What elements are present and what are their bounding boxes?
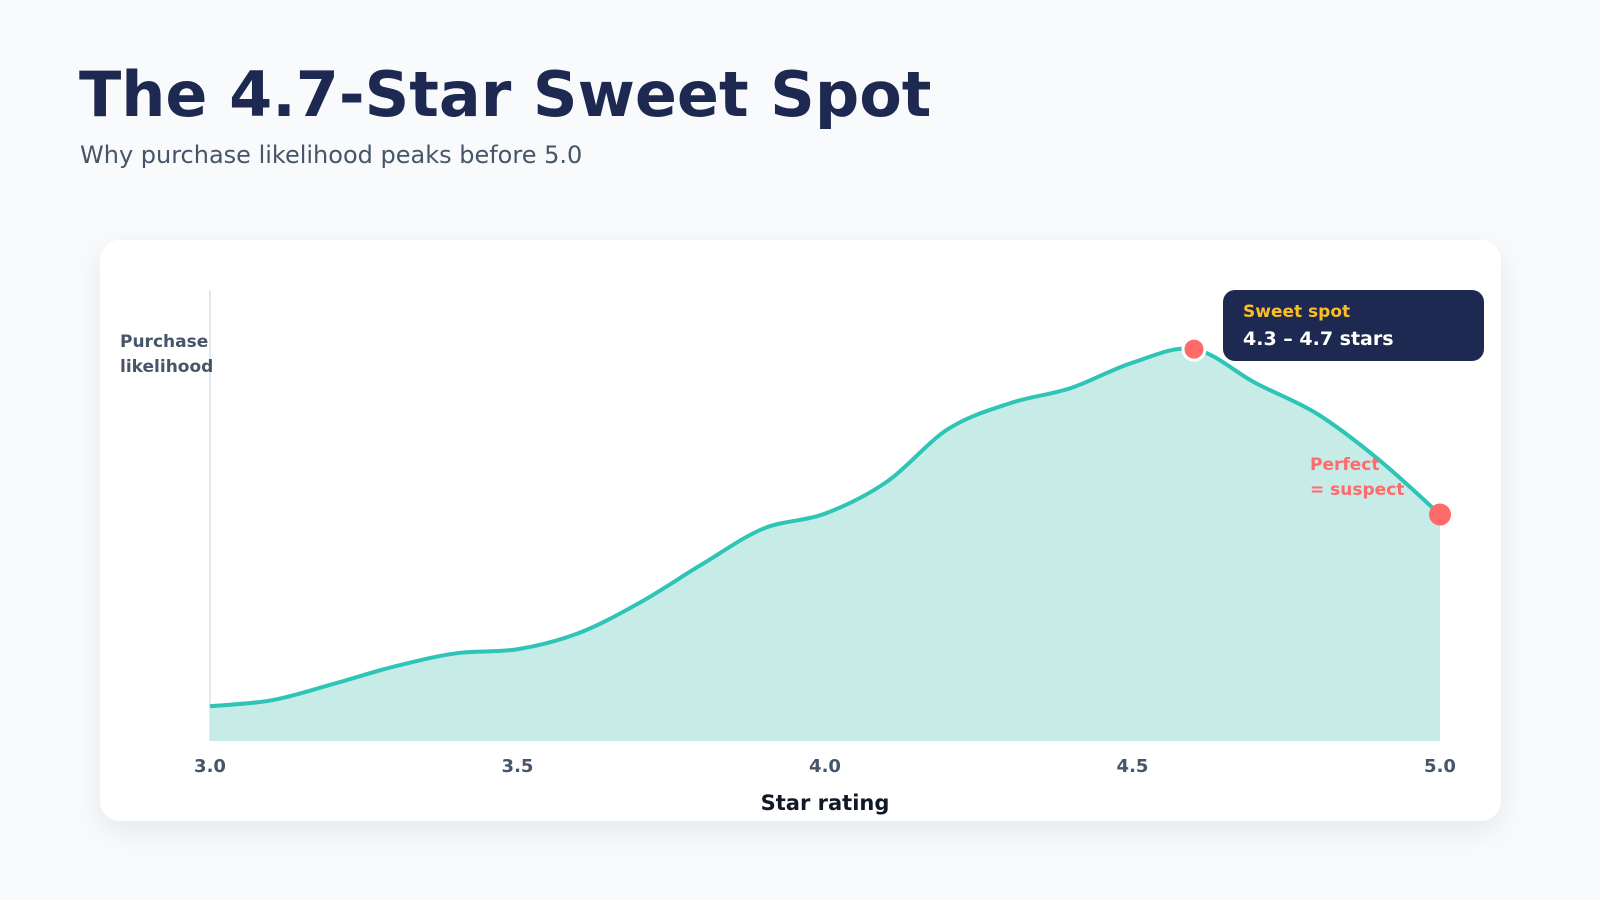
- x-tick-label: 4.0: [809, 756, 841, 777]
- x-tick-label: 3.5: [502, 756, 534, 777]
- page-title: The 4.7-Star Sweet Spot: [79, 58, 932, 131]
- area-fill: [210, 348, 1440, 741]
- y-axis-label-line1: Purchase: [120, 332, 208, 352]
- y-axis-label-line2: likelihood: [120, 357, 213, 377]
- peak-marker: [1181, 336, 1207, 362]
- perfect-annotation-line1: Perfect: [1310, 455, 1380, 475]
- perfect-annotation-line2: = suspect: [1310, 480, 1404, 500]
- x-tick-label: 5.0: [1424, 756, 1456, 777]
- sweet-spot-range: 4.3 – 4.7 stars: [1243, 328, 1394, 350]
- sweet-spot-callout: [1223, 290, 1484, 361]
- x-tick-label: 3.0: [194, 756, 226, 777]
- sweet-spot-label: Sweet spot: [1243, 302, 1350, 322]
- page-subtitle: Why purchase likelihood peaks before 5.0: [80, 141, 583, 169]
- x-tick-label: 4.5: [1117, 756, 1149, 777]
- x-axis-label: Star rating: [761, 791, 890, 815]
- series-line: [209, 346, 1442, 709]
- perfect-rating-marker: [1429, 503, 1451, 526]
